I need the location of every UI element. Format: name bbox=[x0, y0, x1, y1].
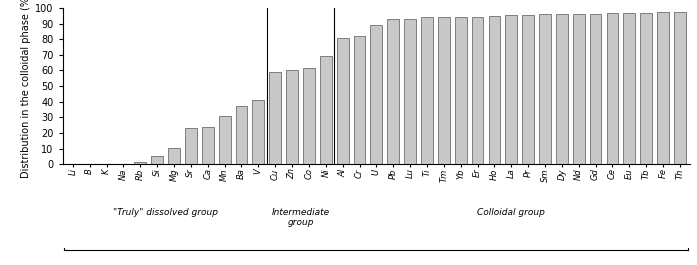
Bar bbox=[556, 14, 568, 164]
Bar bbox=[286, 70, 298, 164]
Bar bbox=[337, 38, 348, 164]
Bar bbox=[606, 14, 618, 164]
Bar bbox=[641, 13, 652, 164]
Bar bbox=[320, 56, 332, 164]
Bar bbox=[404, 19, 416, 164]
Bar bbox=[590, 14, 602, 164]
Bar bbox=[573, 14, 585, 164]
Bar bbox=[303, 68, 315, 164]
Bar bbox=[489, 16, 500, 164]
Bar bbox=[202, 127, 214, 164]
Bar bbox=[657, 12, 669, 164]
Bar bbox=[505, 15, 517, 164]
Y-axis label: Distribution in the colloidal phase (%): Distribution in the colloidal phase (%) bbox=[21, 0, 31, 179]
Bar bbox=[168, 148, 180, 164]
Bar bbox=[371, 25, 382, 164]
Bar bbox=[472, 16, 484, 164]
Bar bbox=[151, 156, 163, 164]
Bar bbox=[438, 17, 450, 164]
Bar bbox=[623, 14, 635, 164]
Bar bbox=[135, 162, 146, 164]
Bar bbox=[388, 19, 399, 164]
Bar bbox=[185, 128, 197, 164]
Text: Colloidal group: Colloidal group bbox=[477, 208, 545, 217]
Bar bbox=[236, 107, 247, 164]
Bar bbox=[674, 12, 686, 164]
Bar bbox=[522, 15, 534, 164]
Bar bbox=[454, 16, 466, 164]
Text: "Truly" dissolved group: "Truly" dissolved group bbox=[113, 208, 218, 217]
Bar bbox=[219, 116, 231, 164]
Bar bbox=[252, 100, 264, 164]
Bar bbox=[421, 17, 433, 164]
Bar bbox=[269, 72, 281, 164]
Bar bbox=[539, 14, 551, 164]
Text: Intermediate
group: Intermediate group bbox=[271, 208, 330, 227]
Bar bbox=[353, 36, 365, 164]
